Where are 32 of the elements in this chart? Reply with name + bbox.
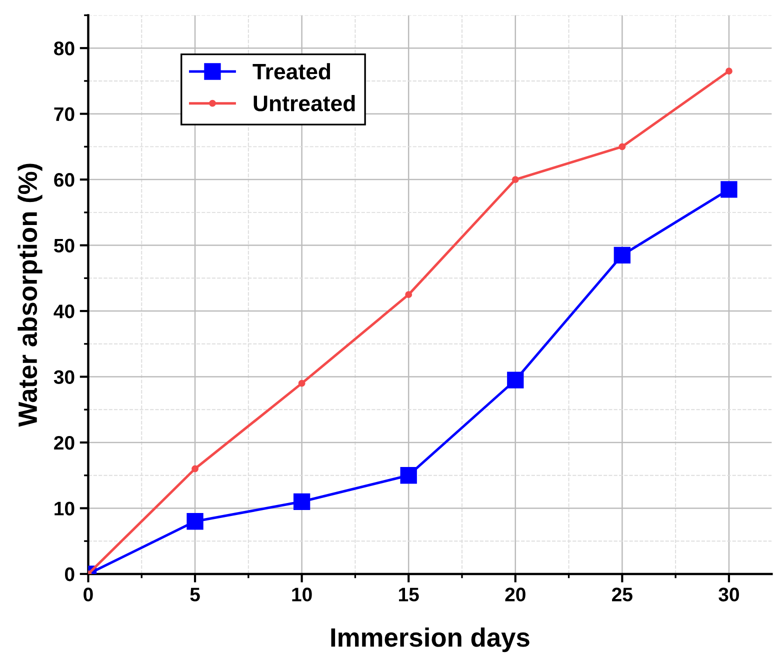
y-tick-label: 10 <box>54 502 74 516</box>
y-tick-label: 70 <box>54 107 74 122</box>
x-tick-label: 20 <box>505 588 526 602</box>
x-tick-label: 15 <box>399 588 419 602</box>
y-tick-label: 30 <box>54 370 74 384</box>
point <box>400 467 417 484</box>
point <box>618 143 626 150</box>
y-axis-title: Water absorption (%) <box>18 164 42 427</box>
point <box>725 68 732 75</box>
y-tick-label: 60 <box>54 173 74 187</box>
y-tick-label: 40 <box>54 304 74 318</box>
x-tick-label: 5 <box>190 588 200 602</box>
x-tick-label: 25 <box>612 588 632 602</box>
y-tick-label: 0 <box>64 567 74 582</box>
y-tick-label: 80 <box>54 42 74 56</box>
point <box>507 372 524 388</box>
point <box>512 176 519 184</box>
point <box>298 380 306 387</box>
point <box>186 513 204 530</box>
point <box>405 291 412 298</box>
y-tick-label: 20 <box>54 436 74 450</box>
x-tick-label: 0 <box>84 588 93 602</box>
point <box>720 181 738 198</box>
x-tick-label: 30 <box>718 588 739 602</box>
point <box>293 493 310 510</box>
legend-label: Treated <box>252 63 330 80</box>
point <box>192 465 198 472</box>
y-tick-label: 50 <box>54 238 74 253</box>
point <box>614 246 631 264</box>
legend-label: Untreated <box>254 94 355 112</box>
x-tick-label: 10 <box>292 588 312 602</box>
x-axis-title: Immersion days <box>331 627 530 652</box>
